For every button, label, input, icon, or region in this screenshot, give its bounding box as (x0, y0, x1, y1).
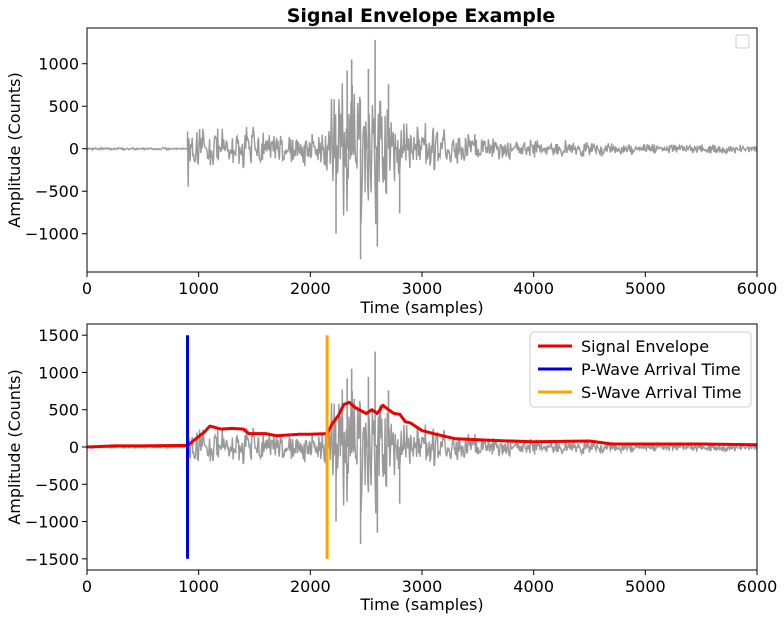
y-tick-label: −1000 (25, 225, 79, 244)
bottom-x-ticks: 0 1000 2000 3000 4000 5000 6000 (82, 570, 777, 596)
top-subplot: Signal Envelope Example 0 1000 2000 3000 400… (5, 5, 777, 317)
x-tick-label: 1000 (178, 577, 219, 596)
y-tick-label: 0 (69, 140, 79, 159)
top-empty-legend-box (735, 34, 750, 49)
y-tick-label: −1500 (25, 550, 79, 569)
bottom-x-axis-label: Time (samples) (359, 595, 483, 614)
bottom-legend: Signal Envelope P-Wave Arrival Time S-Wa… (529, 331, 752, 408)
x-tick-label: 2000 (290, 577, 331, 596)
bottom-subplot: 0 1000 2000 3000 4000 5000 6000 −1500−1000−500… (5, 323, 777, 614)
x-tick-label: 0 (82, 279, 92, 298)
top-x-axis-label: Time (samples) (359, 298, 483, 317)
top-x-ticks: 0 1000 2000 3000 4000 5000 6000 (82, 272, 777, 298)
x-tick-label: 4000 (513, 577, 554, 596)
legend-label-signal-envelope: Signal Envelope (581, 337, 709, 356)
x-tick-label: 2000 (290, 279, 331, 298)
bottom-plot-area (87, 335, 757, 559)
y-tick-label: 500 (48, 97, 79, 116)
x-tick-label: 0 (82, 577, 92, 596)
y-tick-label: −1000 (25, 513, 79, 532)
top-plot-area (87, 39, 757, 260)
x-tick-label: 5000 (625, 279, 666, 298)
bottom-y-ticks: −1500 −1000 −500 0 500 1000 1500 (25, 326, 87, 569)
x-tick-label: 3000 (402, 577, 443, 596)
x-tick-label: 6000 (737, 577, 778, 596)
x-tick-label: 4000 (513, 279, 554, 298)
legend-box (529, 331, 752, 408)
x-tick-label: 1000 (178, 279, 219, 298)
x-tick-label: 3000 (402, 279, 443, 298)
x-tick-label: 5000 (625, 577, 666, 596)
chart-title: Signal Envelope Example (287, 5, 556, 27)
y-tick-label: 1000 (38, 363, 79, 382)
bottom-y-axis-label: Amplitude (Counts) (5, 369, 24, 524)
y-tick-label: 1500 (38, 326, 79, 345)
y-tick-label: −500 (35, 475, 79, 494)
y-tick-label: 0 (69, 438, 79, 457)
waveform-line (87, 83, 757, 225)
y-tick-label: −500 (35, 182, 79, 201)
waveform-line (87, 389, 757, 514)
legend-label-p-wave: P-Wave Arrival Time (581, 360, 741, 379)
top-y-axis-label: Amplitude (Counts) (5, 72, 24, 227)
y-tick-label: 1000 (38, 55, 79, 74)
legend-label-s-wave: S-Wave Arrival Time (581, 383, 742, 402)
top-y-ticks: −1000 −500 0 500 1000 (25, 55, 87, 244)
x-tick-label: 6000 (737, 279, 778, 298)
y-tick-label: 500 (48, 401, 79, 420)
signal-envelope-line (87, 400, 757, 449)
